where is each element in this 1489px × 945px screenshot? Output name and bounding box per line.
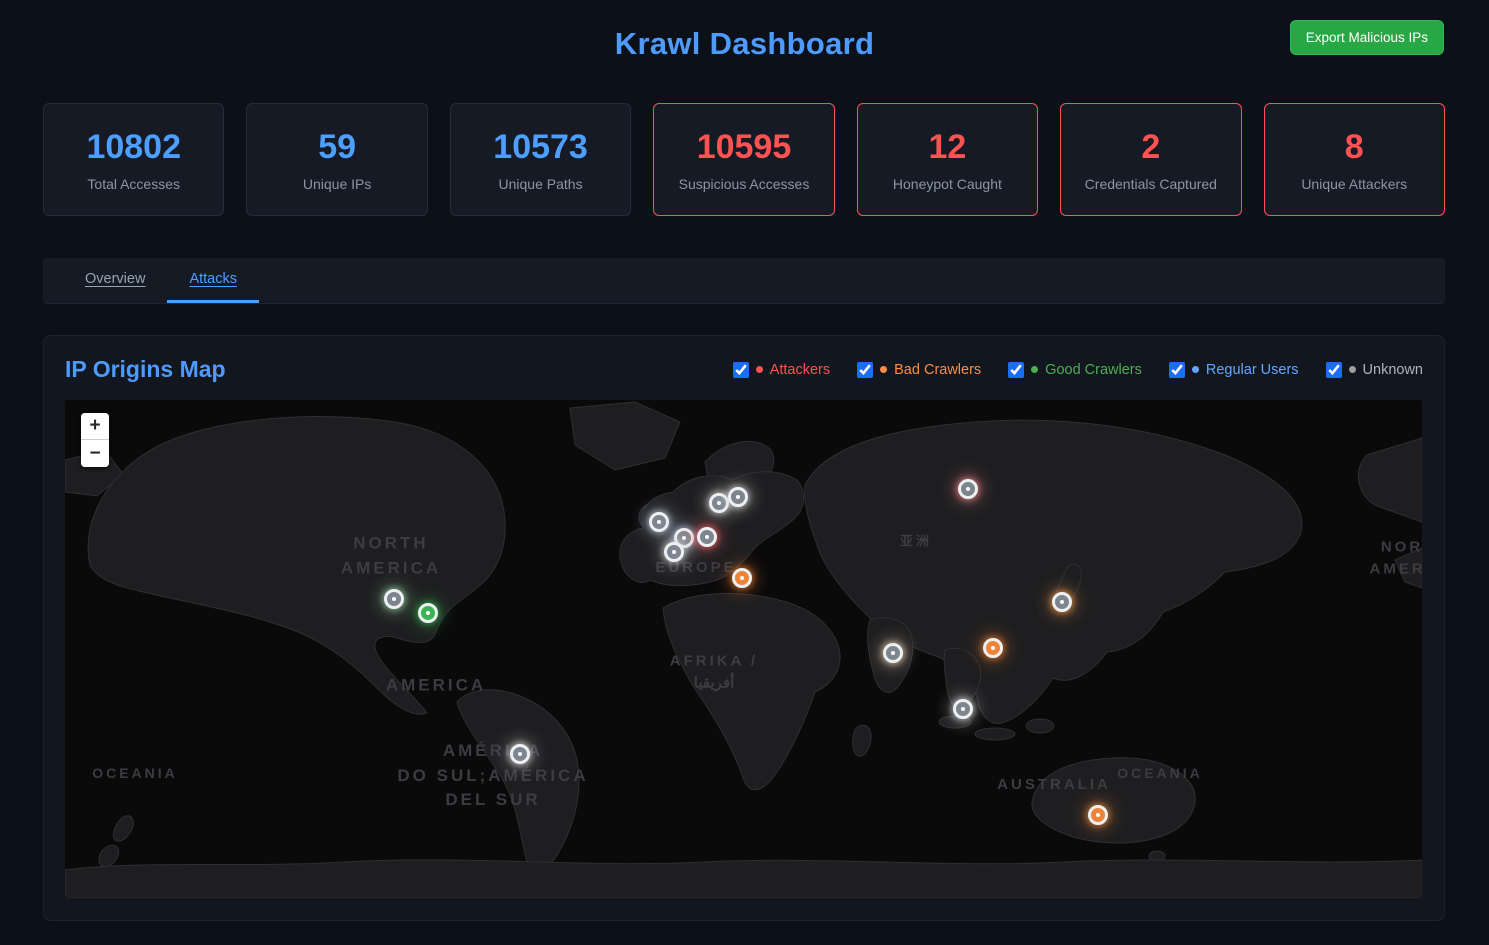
map-zoom-control: + − — [81, 413, 109, 467]
attackers-dot-icon — [755, 366, 763, 373]
map-card-header: IP Origins Map Attackers Bad Crawlers Go… — [65, 356, 1423, 383]
bad-crawlers-dot-icon — [880, 366, 888, 373]
map-marker-gray[interactable] — [883, 643, 903, 663]
good-crawlers-checkbox[interactable] — [1008, 361, 1025, 378]
map-marker-orange[interactable] — [983, 638, 1003, 658]
zoom-out-button[interactable]: − — [81, 440, 109, 467]
export-malicious-ips-button[interactable]: Export Malicious IPs — [1289, 20, 1444, 55]
stat-label: Honeypot Caught — [892, 175, 1002, 192]
world-map-svg — [65, 400, 1422, 898]
stats-row: 10802 Total Accesses 59 Unique IPs 10573… — [43, 103, 1445, 216]
header: Krawl Dashboard Export Malicious IPs — [0, 0, 1489, 82]
tab-attacks[interactable]: Attacks — [167, 258, 259, 303]
map-marker-orange[interactable] — [1088, 805, 1108, 825]
stat-value: 12 — [928, 127, 967, 166]
attackers-checkbox[interactable] — [732, 361, 749, 378]
stat-card-unique-paths: 10573 Unique Paths — [449, 103, 632, 216]
regular-users-dot-icon — [1191, 366, 1199, 373]
stat-card-suspicious-accesses: 10595 Suspicious Accesses — [653, 103, 835, 216]
map-marker-gray[interactable] — [510, 744, 530, 764]
stat-card-honeypot-caught: 12 Honeypot Caught — [856, 103, 1039, 216]
bad-crawlers-checkbox[interactable] — [857, 361, 874, 378]
map-title: IP Origins Map — [65, 356, 226, 382]
legend-item-attackers[interactable]: Attackers — [732, 361, 830, 378]
legend-item-bad-crawlers[interactable]: Bad Crawlers — [857, 361, 981, 378]
zoom-in-button[interactable]: + — [81, 413, 109, 440]
map-marker-gray[interactable] — [384, 589, 404, 609]
stat-card-unique-ips: 59 Unique IPs — [246, 103, 428, 216]
legend-item-good-crawlers[interactable]: Good Crawlers — [1008, 361, 1142, 378]
stat-label: Unique Paths — [498, 175, 583, 192]
stat-value: 8 — [1344, 127, 1364, 166]
stat-value: 10802 — [86, 127, 181, 166]
map-marker-gray[interactable] — [953, 699, 973, 719]
legend-item-regular-users[interactable]: Regular Users — [1168, 361, 1299, 378]
map-marker-gray[interactable] — [709, 493, 729, 513]
stat-label: Suspicious Accesses — [678, 175, 810, 192]
map-marker-gray[interactable] — [664, 542, 684, 562]
dashboard-title: Krawl Dashboard — [614, 26, 875, 61]
unknown-checkbox[interactable] — [1325, 361, 1342, 378]
map-marker-gray[interactable] — [649, 512, 669, 532]
stat-label: Total Accesses — [87, 175, 181, 192]
stat-label: Credentials Captured — [1084, 175, 1217, 192]
map-marker-gray[interactable] — [728, 487, 748, 507]
stat-card-total-accesses: 10802 Total Accesses — [43, 103, 225, 216]
stat-label: Unique IPs — [302, 175, 372, 192]
stat-card-unique-attackers: 8 Unique Attackers — [1263, 103, 1445, 216]
unknown-dot-icon — [1348, 366, 1356, 373]
map-marker-green[interactable] — [418, 603, 438, 623]
stat-value: 10573 — [493, 127, 588, 166]
stat-value: 2 — [1141, 127, 1161, 166]
legend-item-unknown[interactable]: Unknown — [1325, 361, 1423, 378]
tab-bar: Overview Attacks — [43, 258, 1445, 304]
ip-origins-map-card: IP Origins Map Attackers Bad Crawlers Go… — [43, 335, 1445, 921]
map-legend: Attackers Bad Crawlers Good Crawlers Reg… — [732, 361, 1423, 378]
map-marker-gray[interactable] — [697, 527, 717, 547]
stat-value: 10595 — [696, 127, 792, 166]
map-marker-orange[interactable] — [732, 568, 752, 588]
world-map-viewport[interactable]: NORTH AMERICA AMERICA AMÉRICA DO SUL;AMÉRI… — [65, 400, 1422, 898]
stat-value: 59 — [318, 127, 357, 166]
map-marker-gray[interactable] — [1052, 592, 1072, 612]
map-marker-gray[interactable] — [958, 479, 978, 499]
stat-card-credentials-captured: 2 Credentials Captured — [1060, 103, 1242, 216]
tab-overview[interactable]: Overview — [85, 271, 146, 287]
regular-users-checkbox[interactable] — [1168, 361, 1185, 378]
good-crawlers-dot-icon — [1031, 366, 1039, 373]
stat-label: Unique Attackers — [1301, 175, 1408, 192]
